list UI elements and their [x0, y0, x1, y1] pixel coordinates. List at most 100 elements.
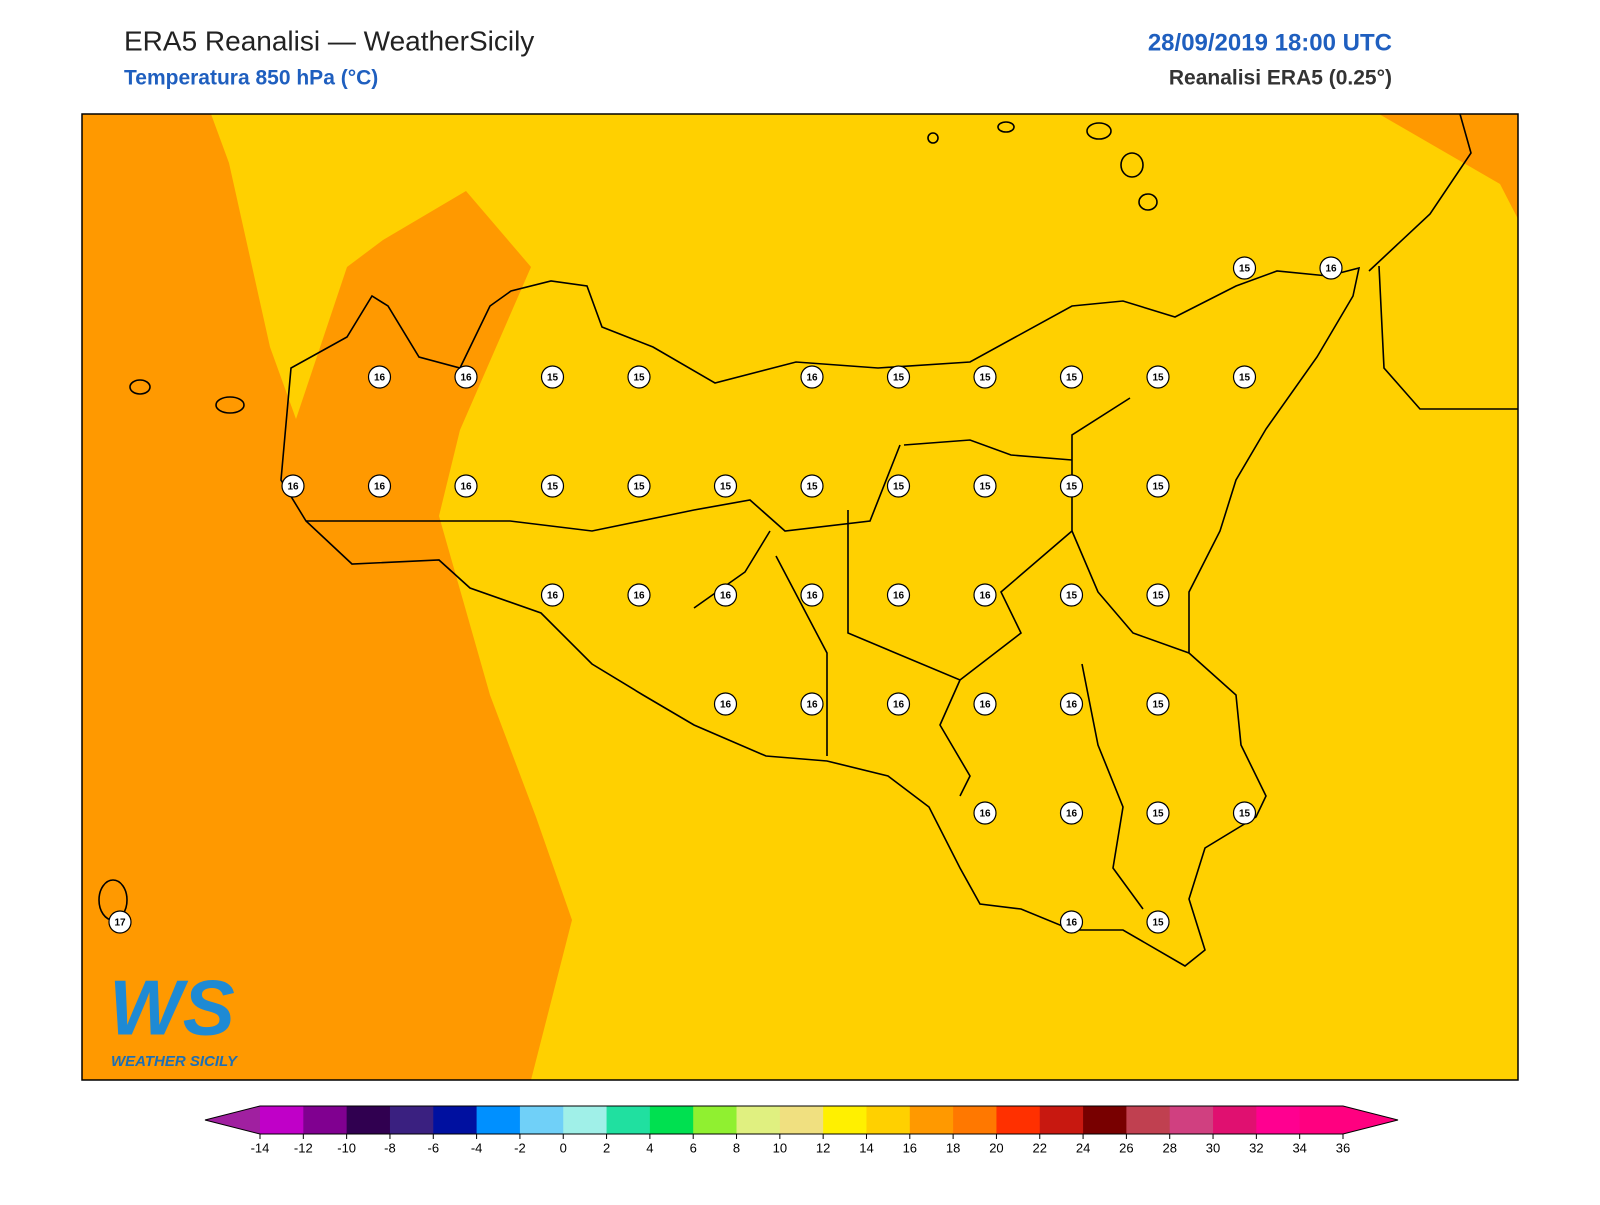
station-marker: [800, 583, 824, 607]
station-marker: [1059, 474, 1084, 498]
station-marker: [367, 365, 392, 389]
colorbar-tick-label: 20: [989, 1140, 1003, 1155]
station-value: 16: [460, 482, 472, 493]
colorbar-bin: [563, 1106, 608, 1134]
station-marker: [800, 365, 824, 389]
colorbar-tick-label: 6: [690, 1140, 697, 1155]
station-marker: [973, 692, 997, 716]
station-marker: [1146, 583, 1170, 607]
station-value: 15: [633, 373, 645, 384]
colorbar-bin: [1126, 1106, 1171, 1134]
station-value: 16: [374, 482, 386, 493]
colorbar-bin: [649, 1106, 694, 1134]
colorbar-bin: [389, 1106, 434, 1134]
station-marker: [1059, 365, 1084, 389]
station-marker: [1059, 583, 1084, 607]
colorbar-tick-label: 30: [1206, 1140, 1220, 1155]
colorbar-bin: [606, 1106, 651, 1134]
station-marker: [800, 474, 824, 498]
station-value: 15: [1152, 373, 1164, 384]
colorbar-bin: [953, 1106, 997, 1134]
station-marker: [454, 365, 478, 389]
station-value: 15: [633, 482, 645, 493]
colorbar-tick-label: -2: [514, 1140, 526, 1155]
station-value: 16: [1066, 809, 1078, 820]
logo-mark: WS: [109, 964, 235, 1052]
colorbar-bin: [1256, 1106, 1301, 1134]
station-value: 15: [720, 482, 732, 493]
station-value: 16: [979, 700, 991, 711]
colorbar-tick-label: 34: [1292, 1140, 1306, 1155]
station-marker: [1146, 474, 1170, 498]
station-value: 15: [1239, 373, 1251, 384]
station-value: 16: [720, 591, 732, 602]
source: Reanalisi ERA5 (0.25°): [1169, 67, 1392, 90]
colorbar-bin: [433, 1106, 478, 1134]
colorbar-bin: [779, 1106, 824, 1134]
station-marker: [886, 692, 911, 716]
station-marker: [713, 474, 738, 498]
colorbar-tick-label: -6: [427, 1140, 439, 1155]
station-value: 15: [1152, 700, 1164, 711]
colorbar: -14 -12 -10 -8 -6 -4 -2 0 2 4 6 8 10 12 14 16 18 20 22 24 26…: [204, 1105, 1399, 1155]
colorbar-tick-label: 36: [1336, 1140, 1350, 1155]
colorbar-tick-label: -4: [471, 1140, 483, 1155]
colorbar-bin: [736, 1106, 781, 1134]
station-value: 16: [547, 591, 559, 602]
colorbar-bin: [866, 1106, 911, 1134]
station-value: 16: [287, 482, 299, 493]
station-value: 15: [1152, 482, 1164, 493]
station-marker: [1146, 801, 1170, 825]
station-marker: [973, 474, 997, 498]
station-value: 16: [1325, 264, 1337, 275]
colorbar-bin: [519, 1106, 564, 1134]
colorbar-tick-label: -10: [337, 1140, 356, 1155]
colorbar-bin: [1083, 1106, 1127, 1134]
station-value: 15: [1066, 591, 1078, 602]
station-value: 15: [1152, 809, 1164, 820]
station-value: 16: [806, 591, 818, 602]
colorbar-tick-label: 10: [773, 1140, 787, 1155]
station-marker: [713, 583, 738, 607]
colorbar-tick-label: 26: [1119, 1140, 1133, 1155]
station-marker: [973, 801, 997, 825]
colorbar-bin: [1039, 1106, 1084, 1134]
colorbar-tick-label: 22: [1033, 1140, 1047, 1155]
station-marker: [713, 692, 738, 716]
colorbar-bin: [476, 1106, 521, 1134]
station-marker: [1146, 365, 1170, 389]
station-value: 16: [979, 591, 991, 602]
colorbar-tick-label: -14: [251, 1140, 270, 1155]
station-marker: [454, 474, 478, 498]
station-marker: [1146, 692, 1170, 716]
station-marker: [540, 365, 565, 389]
colorbar-bin: [303, 1106, 348, 1134]
station-value: 16: [633, 591, 645, 602]
station-marker: [973, 365, 997, 389]
station-marker: [886, 365, 911, 389]
station-marker: [973, 583, 997, 607]
colorbar-tick-label: -12: [294, 1140, 313, 1155]
map: 15 16 16 16 15 15 16 15 15 15 15 15 16 16 16 15 15 15 15 15…: [81, 113, 1519, 1081]
station-value: 15: [1066, 482, 1078, 493]
colorbar-tick-label: 32: [1249, 1140, 1263, 1155]
station-value: 15: [806, 482, 818, 493]
station-marker: [1319, 256, 1343, 280]
station-value: 17: [114, 918, 126, 929]
station-value: 15: [547, 482, 559, 493]
station-value: 16: [893, 700, 905, 711]
colorbar-extend-high: [1343, 1106, 1398, 1134]
station-marker: [540, 583, 565, 607]
station-value: 15: [979, 482, 991, 493]
station-value: 15: [1152, 918, 1164, 929]
colorbar-bin: [693, 1106, 738, 1134]
station-marker: [367, 474, 392, 498]
station-marker: [1232, 801, 1257, 825]
colorbar-tick-label: 4: [646, 1140, 653, 1155]
date: 28/09/2019 18:00 UTC: [1148, 29, 1392, 56]
colorbar-tick-label: 24: [1076, 1140, 1090, 1155]
title: ERA5 Reanalisi — WeatherSicily: [124, 25, 534, 56]
station-marker: [281, 474, 305, 498]
colorbar-tick-label: -8: [384, 1140, 396, 1155]
subtitle: Temperatura 850 hPa (°C): [124, 67, 378, 90]
